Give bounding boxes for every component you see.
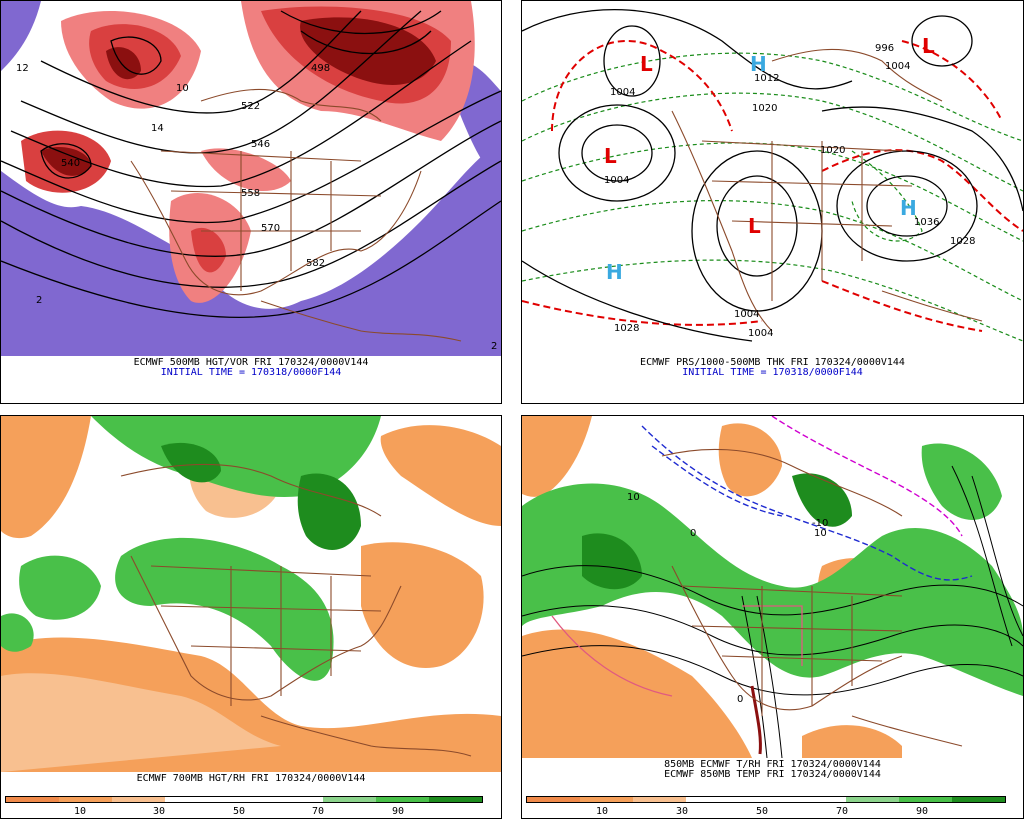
panel-prs-thk: 1004 1004 1020 1020 1036 1028 1004 1004 … — [521, 0, 1024, 404]
isotherm-labels: 10 0 -10 10 0 — [627, 492, 828, 705]
isobar-label: 1036 — [914, 217, 939, 228]
map-500mb-vorticity: 540 558 570 582 498 522 546 10 14 12 2 2 — [1, 1, 501, 356]
scale-swatch — [6, 797, 59, 802]
panel-700mb-hgt-rh: ECMWF 700MB HGT/RH FRI 170324/0000V144 1… — [0, 415, 502, 819]
isotherm-label: 0 — [690, 528, 696, 539]
contour-label: 546 — [251, 139, 270, 150]
contour-label: 522 — [241, 101, 260, 112]
scale-tick: 70 — [311, 806, 325, 817]
contour-label: 498 — [311, 63, 330, 74]
map-700mb-rh — [1, 416, 501, 772]
low-center-icon: L — [922, 34, 935, 58]
scale-swatch — [323, 797, 377, 802]
initial-time-caption: INITIAL TIME = 170318/0000F144 — [160, 367, 342, 378]
isobar-label: 1020 — [752, 103, 777, 114]
scale-swatch — [792, 797, 846, 802]
contour-label: 582 — [306, 258, 325, 269]
scale-swatch — [739, 797, 793, 802]
contour-label: 2 — [36, 295, 42, 306]
isotherm-label: 0 — [737, 694, 743, 705]
scale-swatch — [633, 797, 687, 802]
isobar-label: 1004 — [734, 309, 759, 320]
scale-tick: 90 — [915, 806, 929, 817]
isotherm-label: 10 — [627, 492, 640, 503]
scale-swatch — [898, 797, 952, 802]
isobar-label: 1028 — [614, 323, 639, 334]
scale-swatch — [111, 797, 165, 802]
initial-time-caption: INITIAL TIME = 170318/0000F144 — [682, 367, 863, 378]
scale-swatch — [58, 797, 112, 802]
rh-color-scale — [526, 796, 1006, 803]
rh-color-scale — [5, 796, 483, 803]
scale-tick: 10 — [73, 806, 87, 817]
pressure-centers: L L L L H H H — [604, 34, 935, 284]
isotherm-label: -10 — [812, 518, 828, 529]
scale-swatch — [376, 797, 430, 802]
low-center-icon: L — [640, 52, 653, 76]
scale-tick: 30 — [152, 806, 166, 817]
contour-label: 2 — [491, 341, 497, 352]
scale-tick: 50 — [232, 806, 246, 817]
isobar-labels: 1004 1004 1020 1020 1036 1028 1004 1004 … — [604, 43, 975, 339]
isobar-label: 1004 — [610, 87, 635, 98]
contour-label: 558 — [241, 188, 260, 199]
low-center-icon: L — [748, 214, 761, 238]
panel-850mb-t-rh: 10 0 -10 10 0 850MB ECMWF T/RH FRI 17032… — [521, 415, 1024, 819]
map-850mb-temp-rh: 10 0 -10 10 0 — [522, 416, 1023, 758]
scale-swatch — [527, 797, 581, 802]
isobar-label: 1004 — [604, 175, 629, 186]
scale-swatch — [217, 797, 271, 802]
isotherm-label: 10 — [814, 528, 827, 539]
contour-label: 540 — [61, 158, 80, 169]
scale-swatch — [845, 797, 899, 802]
scale-swatch — [429, 797, 483, 802]
scale-tick: 90 — [391, 806, 405, 817]
panel-caption: ECMWF PRS/1000-500MB THK FRI 170324/0000… — [640, 357, 905, 368]
isobar-label: 1004 — [885, 61, 910, 72]
panel-caption-secondary: ECMWF 850MB TEMP FRI 170324/0000V144 — [664, 769, 881, 780]
isobar-label: 1012 — [754, 73, 779, 84]
scale-swatch — [164, 797, 218, 802]
high-center-icon: H — [750, 52, 767, 76]
contour-label: 14 — [151, 123, 164, 134]
scale-tick: 50 — [755, 806, 769, 817]
low-center-icon: L — [604, 144, 617, 168]
scale-tick: 30 — [675, 806, 689, 817]
high-center-icon: H — [900, 196, 917, 220]
panel-caption: ECMWF 500MB HGT/VOR FRI 170324/0000V144 — [133, 357, 369, 368]
contour-label: 570 — [261, 223, 280, 234]
scale-tick: 10 — [595, 806, 609, 817]
scale-swatch — [580, 797, 634, 802]
map-pressure-thickness: 1004 1004 1020 1020 1036 1028 1004 1004 … — [522, 1, 1023, 356]
panel-caption: 850MB ECMWF T/RH FRI 170324/0000V144 — [664, 759, 881, 770]
panel-caption: ECMWF 700MB HGT/RH FRI 170324/0000V144 — [136, 773, 366, 784]
scale-swatch — [951, 797, 1005, 802]
scale-tick: 70 — [835, 806, 849, 817]
isobar-label: 996 — [875, 43, 894, 54]
contour-label: 12 — [16, 63, 29, 74]
isobar-label: 1028 — [950, 236, 975, 247]
panel-500mb-hgt-vor: 540 558 570 582 498 522 546 10 14 12 2 2… — [0, 0, 502, 404]
isobar-label: 1004 — [748, 328, 773, 339]
contour-label: 10 — [176, 83, 189, 94]
scale-swatch — [270, 797, 324, 802]
isobar-label: 1020 — [820, 145, 845, 156]
high-center-icon: H — [606, 260, 623, 284]
scale-swatch — [686, 797, 740, 802]
contour-labels: 540 558 570 582 498 522 546 10 14 12 2 2 — [16, 63, 497, 352]
